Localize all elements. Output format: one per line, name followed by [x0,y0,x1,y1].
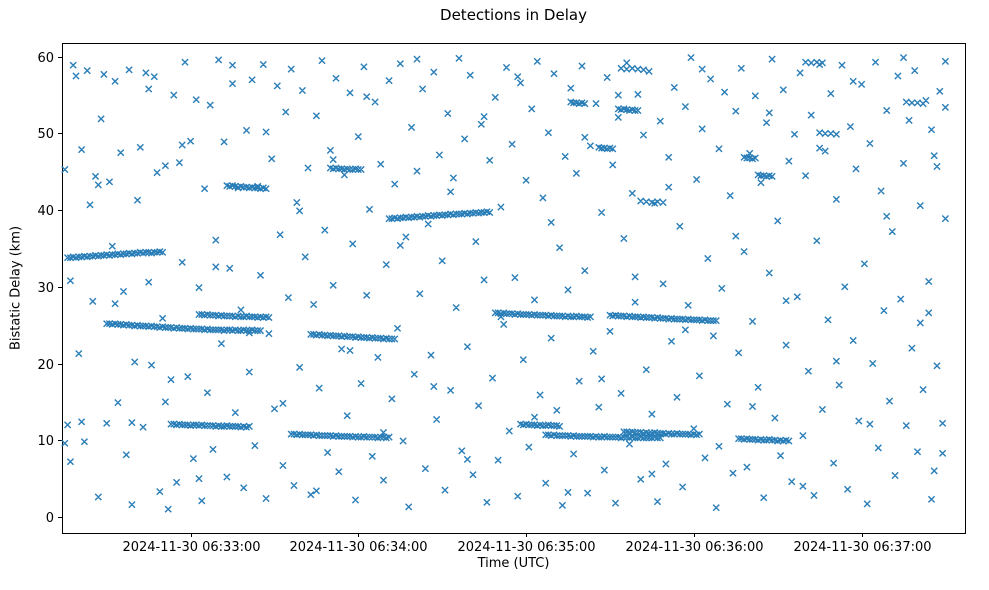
x-tick-labels: 2024-11-30 06:33:00 2024-11-30 06:34:00 20… [122,533,932,555]
svg-text:50: 50 [37,127,54,142]
svg-text:2024-11-30 06:35:00: 2024-11-30 06:35:00 [457,540,595,555]
svg-text:20: 20 [37,358,54,373]
svg-text:2024-11-30 06:34:00: 2024-11-30 06:34:00 [289,540,427,555]
x-axis-label: Time (UTC) [477,556,550,571]
axes-frame [62,43,966,534]
y-tick-labels: 0 10 20 30 40 50 60 [37,51,62,526]
y-axis-label: Bistatic Delay (km) [8,225,24,351]
svg-text:10: 10 [37,434,54,449]
chart-title: Detections in Delay [440,6,587,24]
scatter-markers [61,54,949,513]
svg-text:30: 30 [37,281,54,296]
svg-text:2024-11-30 06:33:00: 2024-11-30 06:33:00 [122,540,260,555]
svg-text:60: 60 [37,51,54,66]
svg-text:0: 0 [46,511,54,526]
svg-text:40: 40 [37,204,54,219]
svg-text:2024-11-30 06:37:00: 2024-11-30 06:37:00 [793,540,931,555]
svg-text:2024-11-30 06:36:00: 2024-11-30 06:36:00 [625,540,763,555]
